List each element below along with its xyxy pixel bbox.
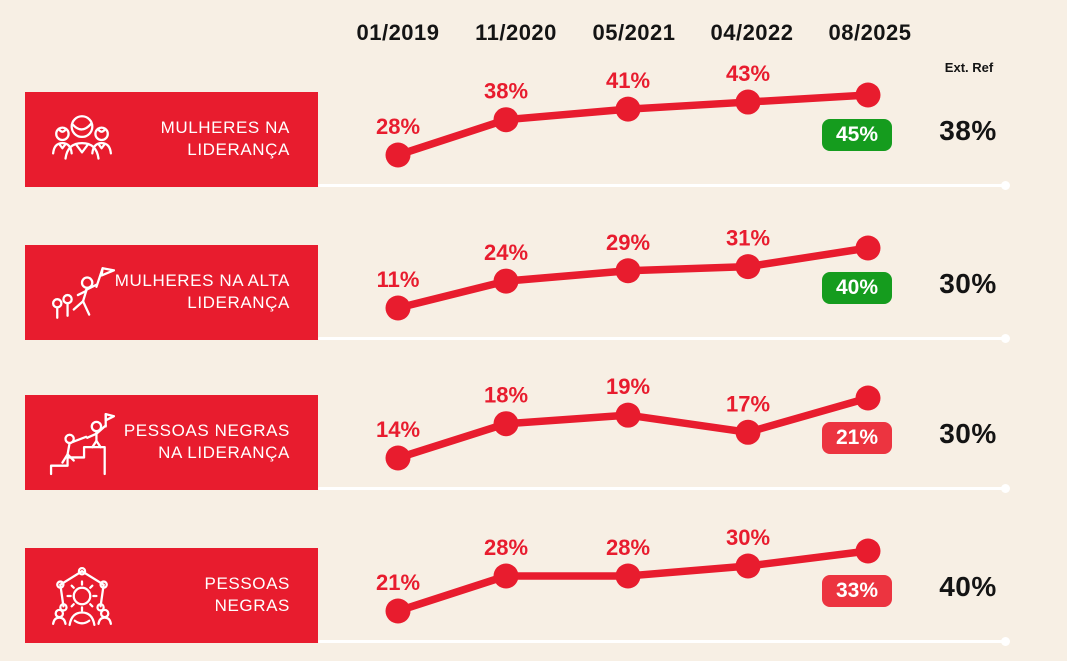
data-point [855, 538, 881, 564]
current-value-badge: 45% [822, 119, 892, 151]
data-point-label: 14% [376, 417, 420, 442]
trend-line-chart: 11% 24% 29% 31% [377, 226, 881, 321]
women-climbing-flag-icon [49, 260, 115, 326]
column-header-date: 08/2025 [828, 20, 912, 45]
data-point [615, 402, 641, 428]
data-point-label: 18% [484, 383, 528, 408]
ext-ref-value: 30% [939, 418, 997, 449]
data-point [493, 268, 519, 294]
data-point [385, 142, 411, 168]
divider-end-dot [1001, 637, 1010, 646]
data-point [385, 295, 411, 321]
divider-end-dot [1001, 484, 1010, 493]
data-point [615, 258, 641, 284]
row-divider [318, 484, 1010, 493]
metric-row: MULHERES NA ALTA LIDERANÇA 11% 24% 29% 31% 40… [0, 226, 1067, 343]
data-point [855, 385, 881, 411]
women-group-icon [49, 107, 115, 173]
metric-row: MULHERES NA LIDERANÇA 28% 38% 41% 43% 45% 38% [0, 61, 1067, 190]
data-point-label: 28% [484, 535, 528, 560]
data-point-label: 38% [484, 79, 528, 104]
metric-label-box: MULHERES NA ALTA LIDERANÇA [25, 245, 318, 340]
current-value-badge: 40% [822, 272, 892, 304]
data-point [735, 254, 761, 280]
podium-flag-icon [49, 410, 115, 476]
divider-end-dot [1001, 334, 1010, 343]
data-point-label: 29% [606, 230, 650, 255]
data-point [735, 89, 761, 115]
metric-label-box: MULHERES NA LIDERANÇA [25, 92, 318, 187]
data-point [385, 598, 411, 624]
data-point [493, 563, 519, 589]
data-point-label: 43% [726, 61, 770, 86]
row-divider [318, 334, 1010, 343]
data-point-label: 21% [376, 570, 420, 595]
column-header-date: 11/2020 [475, 20, 557, 45]
data-point-label: 41% [606, 68, 650, 93]
metric-label: PESSOAS NEGRAS [204, 573, 290, 616]
data-point [735, 553, 761, 579]
data-point [855, 235, 881, 261]
metric-label: MULHERES NA ALTA LIDERANÇA [114, 270, 290, 313]
data-point-label: 30% [726, 525, 770, 550]
metric-label: MULHERES NA LIDERANÇA [160, 117, 290, 160]
column-header-date: 04/2022 [710, 20, 794, 45]
data-point-label: 11% [377, 267, 420, 292]
ext-ref-value: 38% [939, 115, 997, 146]
metric-row: PESSOAS NEGRAS NA LIDERANÇA 14% 18% 19% 17% 2… [0, 374, 1067, 493]
data-point-label: 19% [606, 374, 650, 399]
row-divider [318, 637, 1010, 646]
data-point-label: 28% [376, 114, 420, 139]
network-people-icon [49, 563, 115, 629]
ext-ref-value: 40% [939, 571, 997, 602]
trend-line-chart: 28% 38% 41% 43% [376, 61, 881, 168]
column-header-date: 01/2019 [356, 20, 440, 45]
data-point [735, 419, 761, 445]
metric-label-box: PESSOAS NEGRAS NA LIDERANÇA [25, 395, 318, 490]
data-point [385, 445, 411, 471]
data-point-label: 31% [726, 226, 770, 251]
metric-label-box: PESSOAS NEGRAS [25, 548, 318, 643]
data-point-label: 17% [726, 391, 770, 416]
metric-label: PESSOAS NEGRAS NA LIDERANÇA [123, 420, 290, 463]
data-point [493, 107, 519, 133]
current-value-badge: 21% [822, 422, 892, 454]
current-value-badge: 33% [822, 575, 892, 607]
divider-end-dot [1001, 181, 1010, 190]
trend-line-chart: 21% 28% 28% 30% [376, 525, 881, 624]
data-point [493, 411, 519, 437]
data-point-label: 28% [606, 535, 650, 560]
ext-ref-value: 30% [939, 268, 997, 299]
data-point-label: 24% [484, 240, 528, 265]
row-divider [318, 181, 1010, 190]
data-point [855, 82, 881, 108]
metric-row: PESSOAS NEGRAS 21% 28% 28% 30% 33% 40% [0, 525, 1067, 646]
data-point [615, 96, 641, 122]
ext-ref-column-header: Ext. Ref [944, 60, 994, 75]
data-point [615, 563, 641, 589]
trend-line-chart: 14% 18% 19% 17% [376, 374, 881, 471]
column-header-date: 05/2021 [592, 20, 676, 45]
